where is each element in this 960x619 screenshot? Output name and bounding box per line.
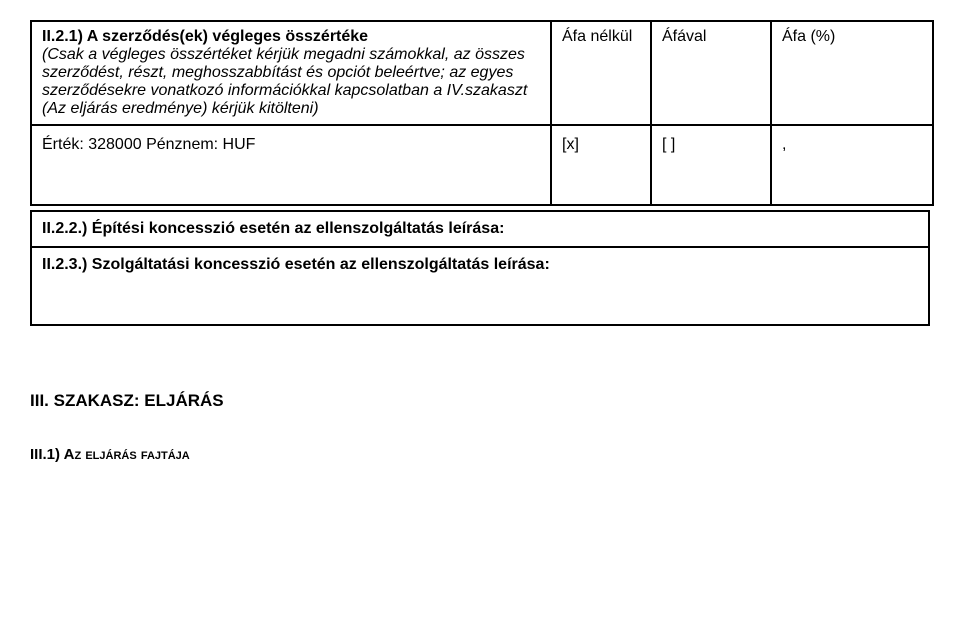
section-iii-1-heading: III.1) Az eljárás fajtája <box>30 446 930 463</box>
row-ii-2-2: II.2.2.) Építési koncesszió esetén az el… <box>32 212 928 248</box>
contract-value-table: II.2.1) A szerződés(ek) végleges összért… <box>30 20 934 206</box>
afa-pct-value: , <box>772 126 932 204</box>
checkbox-afa-nelkul: [x] <box>552 126 652 204</box>
sub-heading-prefix: III.1) A <box>30 446 74 463</box>
concession-section: II.2.2.) Építési koncesszió esetén az el… <box>30 210 930 326</box>
description-cell: II.2.1) A szerződés(ek) végleges összért… <box>32 22 552 124</box>
section-iii-heading: III. SZAKASZ: ELJÁRÁS <box>30 391 930 411</box>
value-text: Érték: 328000 Pénznem: HUF <box>32 126 552 204</box>
sub-heading-rest: z eljárás fajtája <box>74 446 189 463</box>
col-afa-pct: Áfa (%) <box>772 22 932 124</box>
col-afa-nelkul: Áfa nélkül <box>552 22 652 124</box>
value-row: Érték: 328000 Pénznem: HUF [x] [ ] , <box>32 124 932 204</box>
checkbox-afaval: [ ] <box>652 126 772 204</box>
desc-body: (Csak a végleges összértéket kérjük mega… <box>42 46 527 117</box>
row-ii-2-3: II.2.3.) Szolgáltatási koncesszió esetén… <box>32 248 928 324</box>
col-afaval: Áfával <box>652 22 772 124</box>
desc-title: II.2.1) A szerződés(ek) végleges összért… <box>42 28 368 45</box>
header-row: II.2.1) A szerződés(ek) végleges összért… <box>32 22 932 124</box>
